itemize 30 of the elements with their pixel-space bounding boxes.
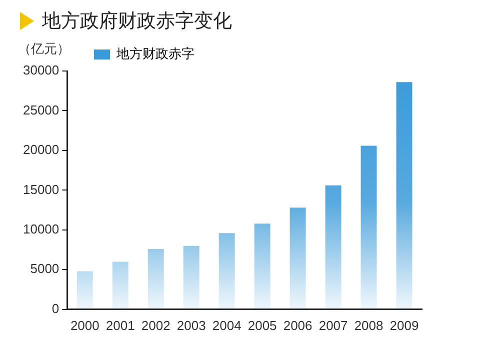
legend-label: 地方财政赤字 — [116, 46, 194, 62]
bar — [148, 249, 164, 309]
y-tick-label: 10000 — [22, 222, 60, 237]
x-tick-label: 2009 — [390, 318, 419, 333]
bar — [360, 146, 377, 309]
bar — [76, 271, 93, 309]
y-tick-label: 5000 — [30, 261, 60, 276]
bar — [290, 208, 306, 309]
x-tick-label: 2002 — [141, 318, 170, 333]
y-tick-label: 0 — [52, 300, 60, 316]
x-tick-label: 2007 — [318, 318, 348, 333]
x-tick-label: 2004 — [212, 318, 242, 333]
bar — [112, 262, 128, 309]
y-tick-label: 25000 — [22, 102, 60, 118]
bar — [325, 185, 342, 309]
x-tick-label: 2008 — [354, 318, 384, 333]
x-tick-label: 2003 — [176, 318, 206, 333]
bar — [396, 82, 412, 309]
y-tick-label: 30000 — [22, 62, 60, 78]
x-tick-label: 2005 — [248, 318, 277, 333]
bar — [254, 224, 270, 309]
bar — [183, 246, 200, 309]
y-tick-label: 15000 — [22, 182, 60, 197]
y-tick-label: 20000 — [22, 142, 60, 158]
x-tick-label: 2000 — [70, 318, 100, 333]
bar — [218, 233, 235, 309]
x-tick-label: 2006 — [283, 318, 312, 333]
y-axis-title: （亿元） — [18, 41, 70, 58]
x-tick-label: 2001 — [106, 318, 135, 333]
chart-title: 地方政府财政赤字变化 — [42, 9, 232, 34]
